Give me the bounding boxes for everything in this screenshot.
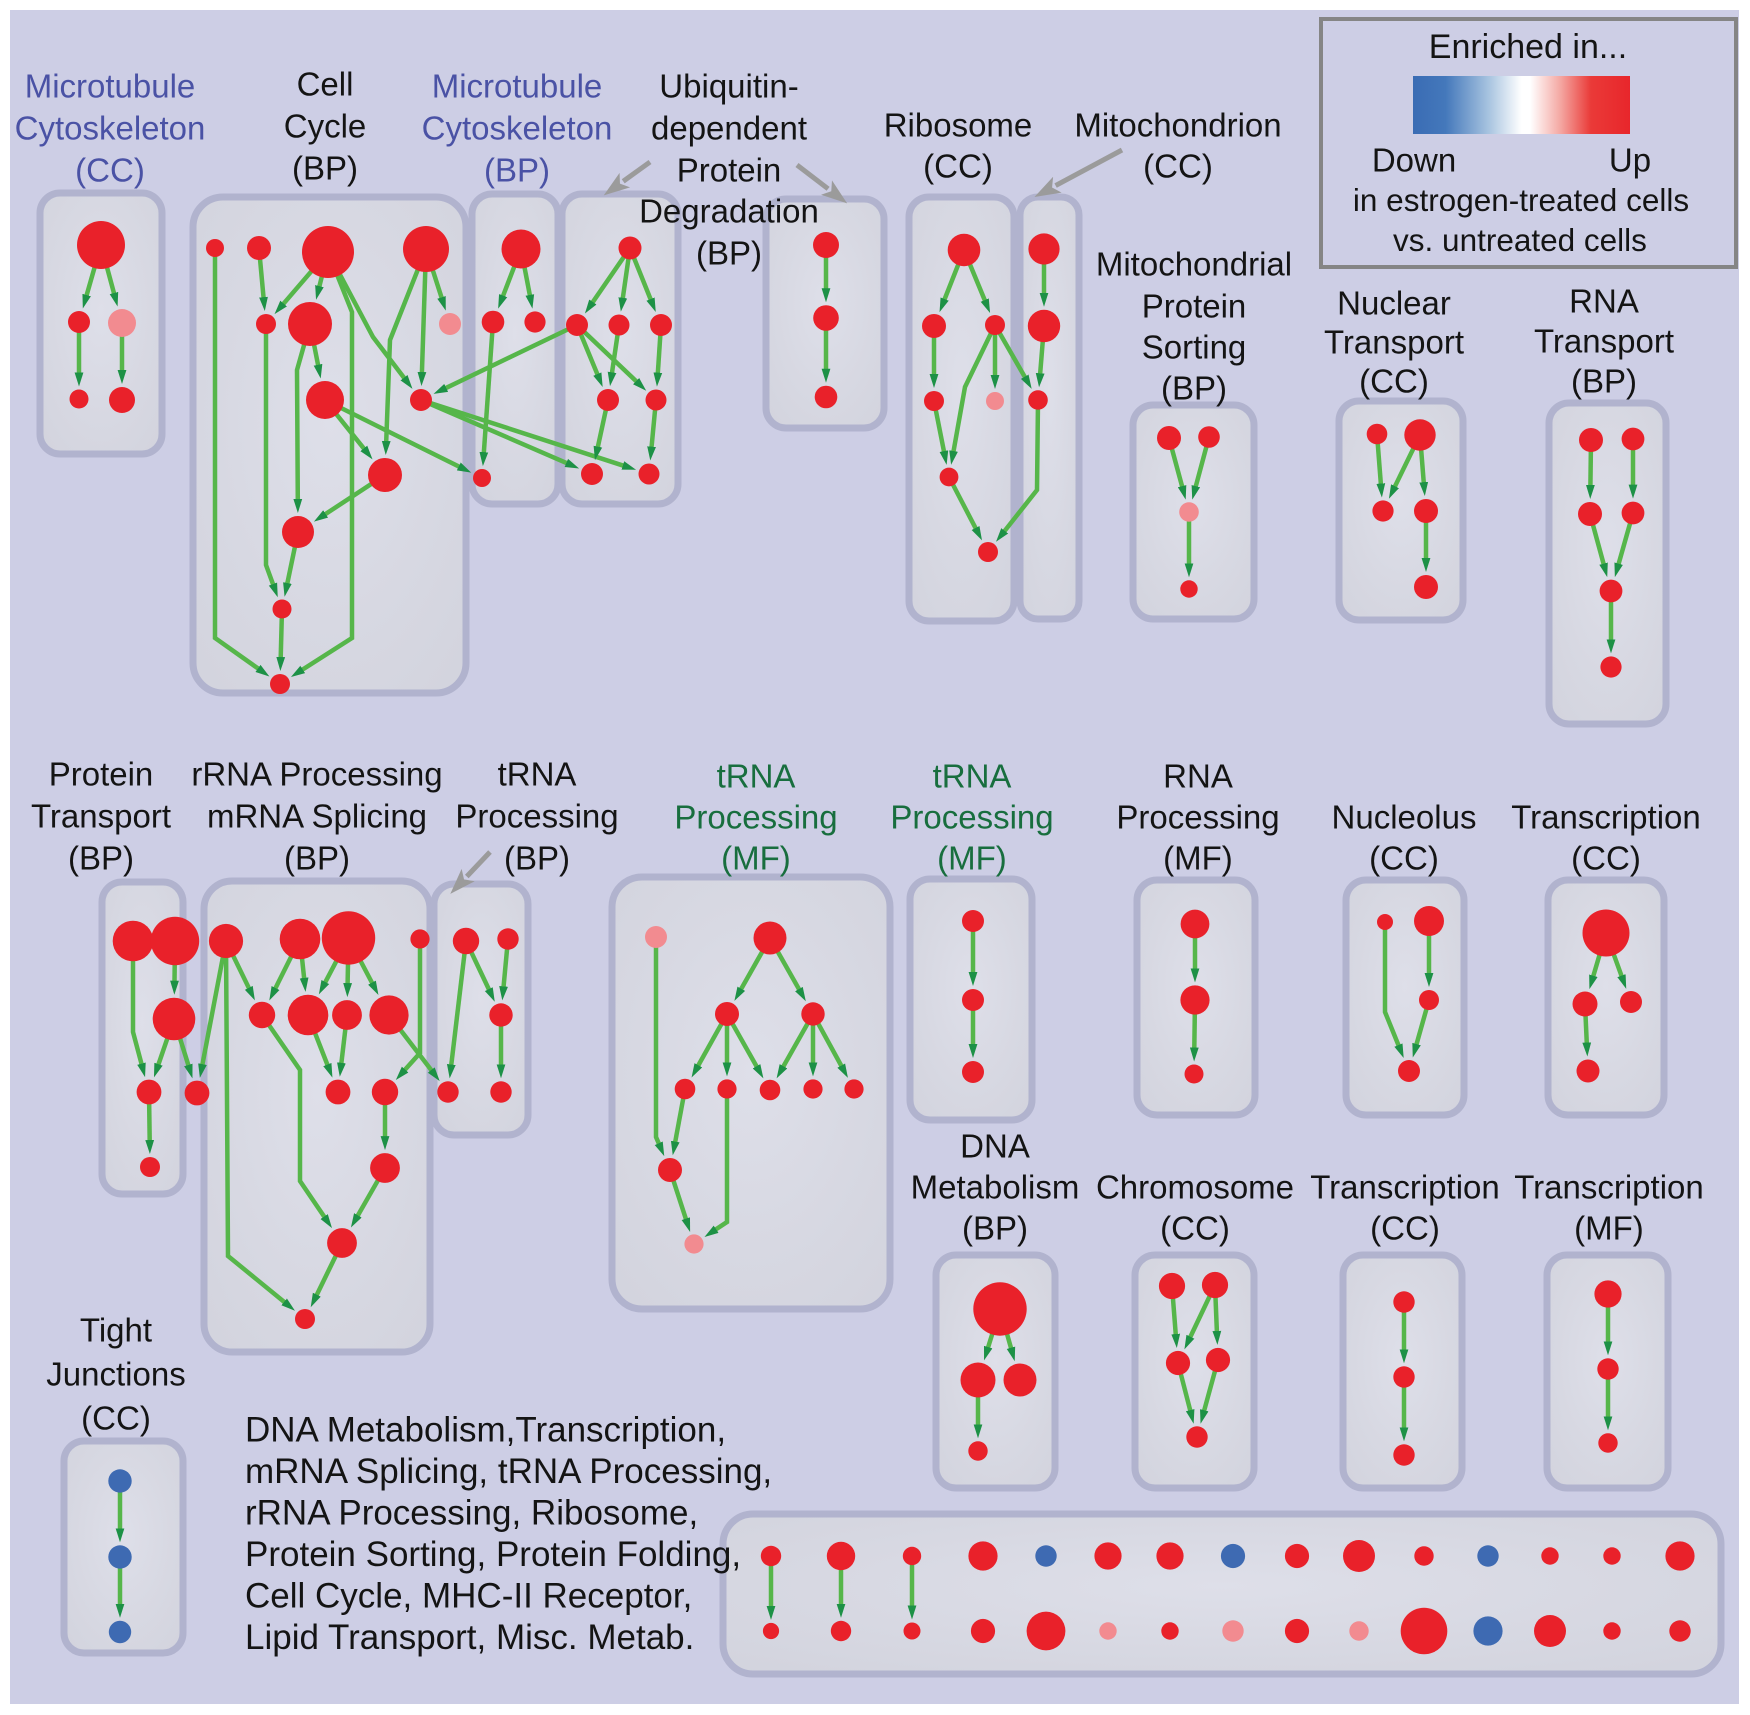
svg-text:(CC): (CC) [1359, 363, 1429, 400]
svg-text:Cytoskeleton: Cytoskeleton [422, 110, 613, 147]
svg-text:(BP): (BP) [1571, 363, 1637, 400]
svg-text:(MF): (MF) [937, 840, 1007, 877]
svg-text:Transport: Transport [1324, 324, 1464, 361]
svg-text:Cycle: Cycle [284, 108, 367, 145]
svg-text:Transcription: Transcription [1310, 1169, 1500, 1206]
svg-text:DNA: DNA [960, 1128, 1030, 1165]
svg-text:rRNA Processing, Ribosome,: rRNA Processing, Ribosome, [245, 1493, 698, 1532]
svg-text:DNA Metabolism,Transcription,: DNA Metabolism,Transcription, [245, 1410, 726, 1449]
svg-text:mRNA Splicing, tRNA Processing: mRNA Splicing, tRNA Processing, [245, 1452, 772, 1491]
svg-text:Microtubule: Microtubule [432, 68, 603, 105]
svg-text:Ribosome: Ribosome [884, 107, 1033, 144]
svg-text:(MF): (MF) [1163, 840, 1233, 877]
svg-text:Cytoskeleton: Cytoskeleton [15, 110, 206, 147]
svg-text:Transport: Transport [31, 798, 171, 835]
svg-text:Microtubule: Microtubule [25, 68, 196, 105]
svg-text:RNA: RNA [1163, 758, 1233, 795]
svg-text:dependent: dependent [651, 110, 807, 147]
svg-text:(CC): (CC) [1143, 148, 1213, 185]
svg-text:Sorting: Sorting [1142, 329, 1247, 366]
svg-text:(CC): (CC) [923, 148, 993, 185]
svg-text:Processing: Processing [455, 798, 618, 835]
svg-text:tRNA: tRNA [498, 756, 577, 793]
svg-text:Cell: Cell [297, 66, 354, 103]
svg-text:Processing: Processing [674, 799, 837, 836]
svg-text:mRNA Splicing: mRNA Splicing [207, 798, 427, 835]
svg-text:Lipid Transport, Misc. Metab.: Lipid Transport, Misc. Metab. [245, 1618, 694, 1657]
svg-text:Transcription: Transcription [1511, 799, 1701, 836]
svg-text:Up: Up [1609, 142, 1651, 179]
svg-text:vs. untreated cells: vs. untreated cells [1393, 222, 1647, 258]
svg-text:(BP): (BP) [484, 152, 550, 189]
svg-text:Nucleolus: Nucleolus [1332, 799, 1477, 836]
svg-text:Cell Cycle, MHC-II Receptor,: Cell Cycle, MHC-II Receptor, [245, 1576, 692, 1615]
svg-text:RNA: RNA [1569, 283, 1639, 320]
svg-text:(CC): (CC) [1571, 840, 1641, 877]
svg-text:Protein: Protein [1142, 288, 1247, 325]
svg-text:Transport: Transport [1534, 323, 1674, 360]
svg-text:Protein: Protein [49, 756, 154, 793]
svg-text:Enriched in...: Enriched in... [1429, 28, 1627, 66]
svg-text:Metabolism: Metabolism [911, 1169, 1080, 1206]
svg-text:Mitochondrial: Mitochondrial [1096, 246, 1292, 283]
svg-text:Transcription: Transcription [1514, 1169, 1704, 1206]
svg-text:(CC): (CC) [81, 1400, 151, 1437]
svg-text:Mitochondrion: Mitochondrion [1074, 107, 1281, 144]
svg-text:Processing: Processing [1116, 799, 1279, 836]
svg-text:Tight: Tight [80, 1312, 152, 1349]
svg-text:(CC): (CC) [1160, 1210, 1230, 1247]
svg-text:(BP): (BP) [292, 150, 358, 187]
svg-text:Chromosome: Chromosome [1096, 1169, 1294, 1206]
svg-text:(MF): (MF) [721, 840, 791, 877]
svg-text:(BP): (BP) [696, 235, 762, 272]
svg-text:Ubiquitin-: Ubiquitin- [659, 68, 798, 105]
svg-text:(BP): (BP) [284, 840, 350, 877]
svg-text:rRNA Processing: rRNA Processing [191, 756, 442, 793]
svg-text:tRNA: tRNA [933, 758, 1012, 795]
svg-text:(BP): (BP) [1161, 370, 1227, 407]
svg-text:Down: Down [1372, 142, 1456, 179]
svg-text:(BP): (BP) [504, 840, 570, 877]
svg-text:Protein: Protein [677, 152, 782, 189]
svg-text:Nuclear: Nuclear [1337, 285, 1451, 322]
svg-text:(BP): (BP) [68, 840, 134, 877]
svg-text:(CC): (CC) [75, 152, 145, 189]
svg-text:Junctions: Junctions [46, 1356, 185, 1393]
svg-text:(CC): (CC) [1370, 1210, 1440, 1247]
svg-text:Degradation: Degradation [639, 193, 819, 230]
svg-text:(MF): (MF) [1574, 1210, 1644, 1247]
svg-text:(BP): (BP) [962, 1210, 1028, 1247]
svg-text:(CC): (CC) [1369, 840, 1439, 877]
svg-text:in estrogen-treated cells: in estrogen-treated cells [1353, 182, 1689, 218]
svg-text:Processing: Processing [890, 799, 1053, 836]
svg-text:Protein Sorting, Protein Foldi: Protein Sorting, Protein Folding, [245, 1535, 741, 1574]
svg-text:tRNA: tRNA [717, 758, 796, 795]
